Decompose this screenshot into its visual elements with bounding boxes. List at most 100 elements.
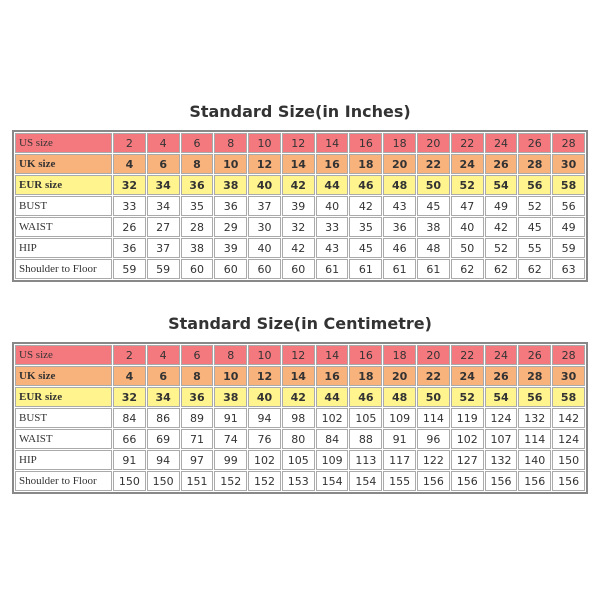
cell: 35 [349, 217, 383, 237]
cell: 46 [383, 238, 417, 258]
cell: 4 [113, 366, 146, 386]
cell: 20 [417, 133, 450, 153]
cell: 39 [281, 196, 315, 216]
cell: 26 [484, 366, 518, 386]
row-label: US size [15, 345, 112, 365]
table-row: HIP 36 37 38 39 40 42 43 45 46 48 50 52 55 59 [15, 238, 585, 258]
cell: 33 [315, 217, 349, 237]
cell: 91 [113, 450, 146, 470]
cell: 156 [484, 471, 518, 491]
cell: 8 [214, 345, 248, 365]
cell: 66 [113, 429, 146, 449]
cell: 156 [552, 471, 585, 491]
cell: 20 [383, 366, 417, 386]
cell: 98 [281, 408, 315, 428]
cell: 44 [315, 175, 349, 195]
cell: 42 [281, 175, 315, 195]
cell: 150 [113, 471, 146, 491]
table-row: UK size 4 6 8 10 12 14 16 18 20 22 24 26 28 30 [15, 154, 585, 174]
cell: 156 [518, 471, 552, 491]
cell: 69 [146, 429, 180, 449]
cell: 71 [180, 429, 214, 449]
cell: 155 [383, 471, 417, 491]
cell: 26 [518, 133, 552, 153]
cell: 30 [552, 154, 585, 174]
cell: 26 [518, 345, 552, 365]
cell: 132 [484, 450, 518, 470]
table-row: US size 2 4 6 8 10 12 14 16 18 20 22 24 26 28 [15, 345, 585, 365]
row-label: EUR size [15, 387, 112, 407]
cell: 60 [248, 259, 281, 279]
cell: 62 [518, 259, 552, 279]
cell: 28 [552, 133, 585, 153]
row-label: WAIST [15, 217, 112, 237]
row-label: HIP [15, 238, 112, 258]
cell: 50 [450, 238, 484, 258]
cell: 153 [281, 471, 315, 491]
cell: 36 [383, 217, 417, 237]
cell: 28 [518, 154, 552, 174]
row-label: UK size [15, 154, 112, 174]
cell: 48 [417, 238, 450, 258]
cell: 6 [180, 133, 214, 153]
cell: 91 [383, 429, 417, 449]
cell: 63 [552, 259, 585, 279]
cell: 38 [214, 175, 248, 195]
cell: 22 [417, 366, 450, 386]
cell: 12 [281, 345, 315, 365]
cell: 154 [315, 471, 349, 491]
cell: 55 [518, 238, 552, 258]
cell: 8 [214, 133, 248, 153]
cell: 44 [315, 387, 349, 407]
cell: 40 [315, 196, 349, 216]
cell: 39 [214, 238, 248, 258]
cell: 20 [383, 154, 417, 174]
cell: 24 [484, 345, 518, 365]
cell: 56 [518, 387, 552, 407]
cell: 86 [146, 408, 180, 428]
cell: 150 [146, 471, 180, 491]
cell: 152 [248, 471, 281, 491]
cell: 32 [113, 175, 146, 195]
table-row: WAIST 66 69 71 74 76 80 84 88 91 96 102 107 114 124 [15, 429, 585, 449]
cell: 16 [349, 133, 383, 153]
cell: 27 [146, 217, 180, 237]
cell: 40 [450, 217, 484, 237]
cell: 32 [281, 217, 315, 237]
cell: 2 [113, 133, 146, 153]
row-label: BUST [15, 196, 112, 216]
cell: 34 [146, 175, 180, 195]
cell: 132 [518, 408, 552, 428]
cell: 58 [552, 387, 585, 407]
table-row: Shoulder to Floor 150 150 151 152 152 153 154 15… [15, 471, 585, 491]
cell: 49 [552, 217, 585, 237]
cell: 60 [214, 259, 248, 279]
cell: 59 [146, 259, 180, 279]
cell: 114 [417, 408, 450, 428]
cell: 52 [450, 387, 484, 407]
cell: 24 [450, 366, 484, 386]
cell: 127 [450, 450, 484, 470]
cell: 42 [349, 196, 383, 216]
cell: 84 [113, 408, 146, 428]
cell: 61 [315, 259, 349, 279]
table-row: Shoulder to Floor 59 59 60 60 60 60 61 61 61 61 62 6… [15, 259, 585, 279]
size-table: US size 2 4 6 8 10 12 14 16 18 20 22 24 26 28 UK size 4 6… [12, 130, 588, 282]
cell: 105 [281, 450, 315, 470]
cell: 37 [248, 196, 281, 216]
cell: 37 [146, 238, 180, 258]
cell: 14 [281, 154, 315, 174]
cell: 50 [417, 387, 450, 407]
cell: 60 [281, 259, 315, 279]
cell: 38 [417, 217, 450, 237]
cell: 29 [214, 217, 248, 237]
cell: 22 [417, 154, 450, 174]
cell: 76 [248, 429, 281, 449]
cell: 154 [349, 471, 383, 491]
cell: 60 [180, 259, 214, 279]
cell: 4 [146, 133, 180, 153]
cell: 26 [484, 154, 518, 174]
row-label: BUST [15, 408, 112, 428]
cell: 28 [518, 366, 552, 386]
cell: 117 [383, 450, 417, 470]
